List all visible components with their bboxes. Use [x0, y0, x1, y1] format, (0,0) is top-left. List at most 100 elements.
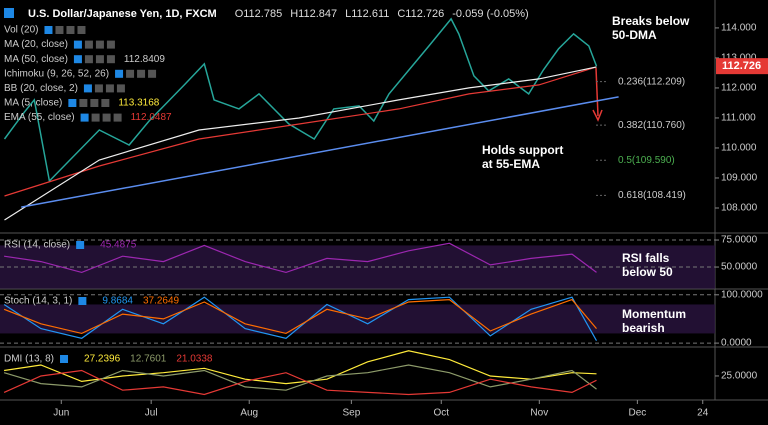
indicator-icon — [95, 55, 104, 64]
readout: 45.4875 — [100, 240, 137, 251]
x-tick-label: Dec — [628, 408, 646, 419]
annotation: Breaks below — [612, 14, 690, 28]
pane-menu — [60, 355, 69, 363]
y-tick-label: 110.000 — [721, 143, 757, 154]
fib-label: 0.5(109.590) — [618, 155, 675, 166]
readout: 27.2396 — [84, 354, 121, 365]
indicator-icon — [101, 99, 110, 107]
indicator-value: 112.0487 — [131, 112, 172, 123]
indicator-icon — [73, 55, 82, 64]
indicator-icon — [44, 26, 53, 34]
fib-label: 0.382(110.760) — [618, 120, 685, 131]
y-tick-label: 50.0000 — [721, 262, 758, 273]
indicator-icon — [73, 40, 82, 49]
series-line — [21, 96, 619, 208]
indicator-icon — [83, 84, 92, 93]
indicator-icon — [55, 26, 64, 34]
indicator-name: EMA (55, close) — [4, 112, 75, 123]
chart-title: U.S. Dollar/Japanese Yen, 1D, FXCM — [28, 8, 217, 20]
indicator-name: Ichimoku (9, 26, 52, 26) — [4, 68, 109, 79]
annotation: 50-DMA — [612, 28, 657, 42]
indicator-icon — [66, 26, 75, 34]
x-tick-label: Oct — [433, 408, 449, 419]
ohlc: L112.611 — [345, 8, 389, 20]
price-tag-label: 112.726 — [722, 60, 761, 72]
fib-label: 0.618(108.419) — [618, 190, 686, 201]
ohlc: C112.726 — [397, 8, 444, 20]
indicator-icon — [77, 26, 86, 34]
indicator-value: 113.3168 — [118, 98, 159, 109]
indicator-icon — [90, 99, 99, 107]
y-tick-label: 109.000 — [721, 173, 758, 184]
y-tick-label: 114.000 — [721, 23, 757, 34]
series-line — [4, 242, 597, 274]
pane-menu — [76, 241, 85, 249]
y-tick-label: 111.000 — [721, 113, 756, 124]
indicator-icon — [84, 40, 93, 49]
arrow-head — [592, 109, 603, 122]
arrow — [595, 67, 599, 117]
readout: 9.8684 — [102, 296, 133, 307]
pane-title: RSI (14, close) — [4, 240, 70, 251]
annotation: below 50 — [622, 265, 673, 279]
pane-title: DMI (13, 8) — [4, 354, 54, 365]
ohlc: H112.847 — [290, 8, 337, 20]
price-tag — [716, 58, 768, 75]
indicator-icon — [116, 84, 125, 93]
y-tick-label: 108.000 — [721, 203, 758, 214]
indicator-icon — [102, 113, 111, 122]
indicator-icon — [106, 55, 115, 64]
annotation: Holds support — [482, 143, 563, 157]
indicator-icon — [80, 113, 89, 122]
indicator-name: MA (5, close) — [4, 98, 62, 109]
indicator-icon — [84, 55, 93, 64]
y-tick-label: 25.0000 — [721, 371, 758, 382]
annotation: Momentum — [622, 307, 686, 321]
indicator-icon — [115, 69, 124, 78]
annotation: at 55-EMA — [482, 157, 540, 171]
readout: 12.7601 — [130, 354, 167, 365]
menu-icon — [4, 8, 14, 18]
y-tick-label: 100.0000 — [721, 289, 763, 300]
x-tick-label: 24 — [697, 408, 709, 419]
indicator-icon — [137, 69, 146, 78]
y-tick-label: 75.0000 — [721, 235, 758, 246]
indicator-icon — [95, 40, 104, 49]
indicator-icon — [79, 99, 88, 107]
annotation: RSI falls — [622, 251, 670, 265]
readout: 37.2649 — [143, 296, 180, 307]
indicator-name: Vol (20) — [4, 25, 38, 36]
series-line — [3, 369, 597, 396]
indicator-value: 112.8409 — [124, 54, 165, 65]
annotation: bearish — [622, 321, 665, 335]
indicator-icon — [105, 84, 114, 93]
indicator-name: MA (50, close) — [4, 54, 68, 65]
indicator-icon — [94, 84, 103, 93]
indicator-icon — [113, 113, 122, 122]
x-tick-label: Nov — [530, 408, 548, 419]
x-tick-label: Jul — [145, 408, 158, 419]
ohlc: O112.785 — [235, 8, 283, 20]
indicator-icon — [91, 113, 100, 122]
y-tick-label: 0.0000 — [721, 338, 752, 349]
indicator-icon — [106, 40, 115, 49]
indicator-icon — [148, 69, 157, 78]
indicator-icon — [68, 99, 77, 107]
series-line — [3, 17, 598, 183]
y-tick-label: 113.000 — [721, 53, 757, 64]
indicator-name: BB (20, close, 2) — [4, 83, 78, 94]
fib-label: 0.236(112.209) — [618, 76, 685, 87]
ohlc: -0.059 (-0.05%) — [452, 8, 528, 20]
x-tick-label: Jun — [53, 408, 69, 419]
pane-menu — [78, 297, 87, 305]
readout: 21.0338 — [176, 354, 213, 365]
series-line — [3, 298, 597, 335]
pane-title: Stoch (14, 3, 1) — [4, 296, 72, 307]
series-line — [4, 66, 597, 221]
indicator-icon — [126, 69, 135, 78]
y-tick-label: 112.000 — [721, 83, 757, 94]
x-tick-label: Sep — [342, 408, 360, 419]
indicator-name: MA (20, close) — [4, 39, 68, 50]
x-tick-label: Aug — [240, 408, 258, 419]
